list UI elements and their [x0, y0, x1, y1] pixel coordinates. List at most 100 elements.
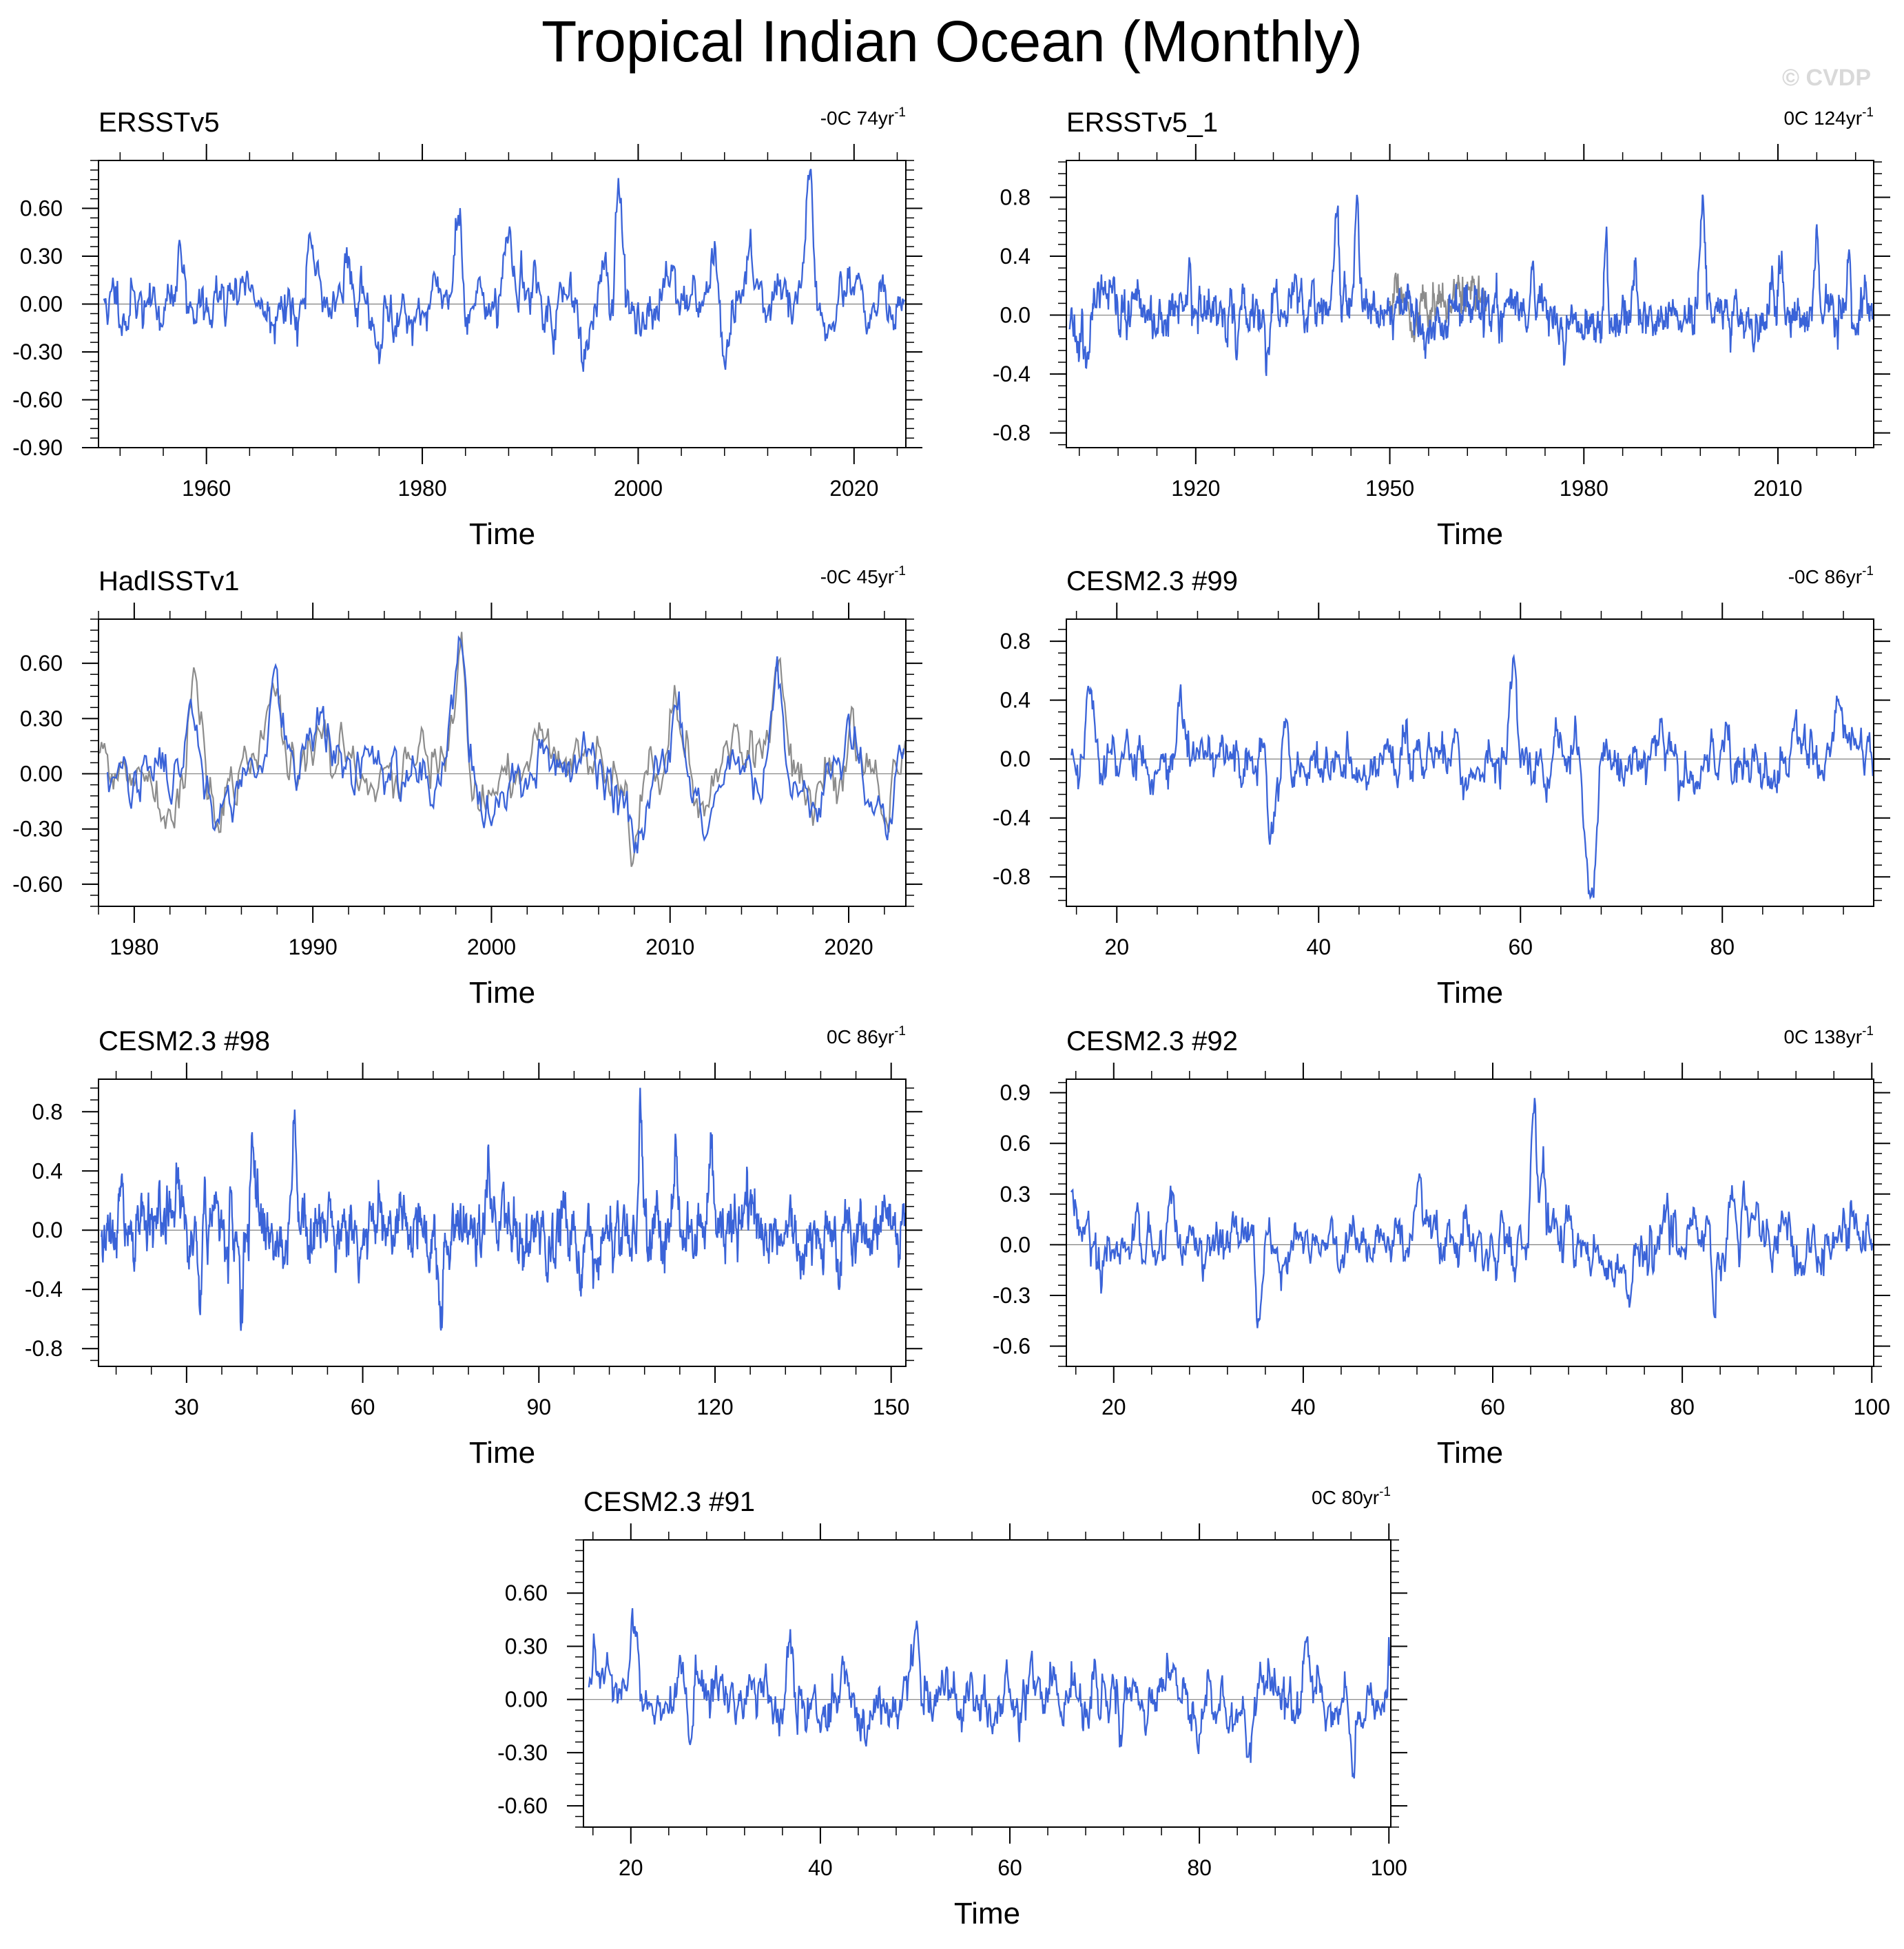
x-tick-label: 2000 — [614, 476, 663, 501]
figure-title: Tropical Indian Ocean (Monthly) — [541, 9, 1363, 74]
x-tick-label: 1990 — [289, 935, 338, 959]
x-tick-label: 100 — [1854, 1395, 1890, 1419]
panel-title: CESM2.3 #99 — [1066, 566, 1238, 596]
y-tick-label: 0.8 — [1000, 629, 1031, 654]
plot-frame — [98, 1078, 907, 1367]
y-tick-label: 0.0 — [1000, 303, 1031, 328]
panel-title: ERSSTv5 — [99, 107, 220, 138]
y-tick-label: 0.0 — [1000, 1232, 1031, 1257]
observed-series-line — [99, 632, 906, 867]
trend-label: 0C 80yr-1 — [1312, 1485, 1391, 1508]
y-tick-label: -0.6 — [993, 1334, 1031, 1359]
trend-label-superscript: -1 — [1379, 1485, 1391, 1499]
chart-panel: 1920 1950 1980 2010 -0.8 -0.4 0.0 0.4 0.8 ERSSTv5… — [993, 105, 1890, 551]
y-tick-label: 0.30 — [505, 1634, 548, 1658]
y-tick-label: 0.6 — [1000, 1131, 1031, 1156]
trend-label-superscript: -1 — [1862, 105, 1874, 120]
plot-frame — [1066, 1078, 1874, 1367]
plot-frame — [1066, 618, 1874, 907]
y-tick-label: -0.8 — [993, 421, 1031, 446]
y-tick-label: 0.0 — [32, 1218, 63, 1242]
x-tick-label: 80 — [1670, 1395, 1695, 1419]
chart-panel: 30 60 90 120 150 -0.8 -0.4 0.0 0.4 0.8 CESM2.3 #98… — [25, 1024, 922, 1470]
plot-frame — [98, 618, 907, 907]
y-tick-label: -0.4 — [25, 1277, 63, 1302]
x-tick-label: 20 — [619, 1855, 643, 1880]
y-tick-label: 0.60 — [505, 1581, 548, 1605]
y-tick-label: 0.8 — [32, 1099, 63, 1124]
panel-title: CESM2.3 #91 — [583, 1487, 755, 1517]
x-tick-label: 2000 — [467, 935, 516, 959]
y-tick-label: 0.4 — [1000, 244, 1031, 269]
y-tick-label: 0.9 — [1000, 1081, 1031, 1105]
plot-frame — [1066, 160, 1874, 448]
trend-label-superscript: -1 — [894, 105, 906, 120]
x-axis-label: Time — [469, 976, 535, 1010]
trend-label: -0C 45yr-1 — [820, 564, 906, 587]
y-tick-label: -0.30 — [12, 340, 63, 364]
x-axis-label: Time — [469, 517, 535, 551]
trend-label: -0C 86yr-1 — [1788, 564, 1874, 587]
series-line — [106, 635, 905, 854]
x-tick-label: 1980 — [110, 935, 158, 959]
x-axis-label: Time — [954, 1897, 1020, 1930]
x-tick-label: 1980 — [1560, 476, 1608, 501]
y-tick-label: 0.30 — [20, 244, 63, 269]
panel-title: CESM2.3 #98 — [99, 1026, 270, 1056]
panel-title: HadISSTv1 — [99, 566, 240, 596]
cvdp-watermark: © CVDP — [1782, 65, 1871, 91]
y-tick-label: 0.00 — [20, 762, 63, 786]
x-tick-label: 30 — [174, 1395, 199, 1419]
x-tick-label: 40 — [1291, 1395, 1316, 1419]
chart-panel: 1960 1980 2000 2020 -0.90 -0.60 -0.30 0.00 0.30 0… — [12, 105, 922, 551]
trend-label: 0C 86yr-1 — [827, 1024, 906, 1048]
y-tick-label: -0.4 — [993, 362, 1031, 386]
trend-label: -0C 74yr-1 — [820, 105, 906, 129]
x-axis-label: Time — [1437, 976, 1503, 1010]
series-line — [1070, 1098, 1874, 1328]
y-tick-label: -0.8 — [993, 864, 1031, 889]
x-tick-label: 40 — [808, 1855, 833, 1880]
chart-panel: 1980 1990 2000 2010 2020 -0.60 -0.30 0.00 0.30 0.… — [12, 564, 922, 1010]
x-tick-label: 20 — [1104, 935, 1129, 959]
trend-label: 0C 124yr-1 — [1783, 105, 1874, 129]
y-tick-label: 0.00 — [505, 1687, 548, 1712]
x-tick-label: 1920 — [1171, 476, 1220, 501]
x-axis-label: Time — [469, 1436, 535, 1470]
trend-label-superscript: -1 — [1862, 1024, 1874, 1039]
x-tick-label: 100 — [1371, 1855, 1407, 1880]
x-tick-label: 60 — [997, 1855, 1022, 1880]
x-tick-label: 40 — [1306, 935, 1331, 959]
x-tick-label: 80 — [1187, 1855, 1212, 1880]
y-tick-label: -0.3 — [993, 1283, 1031, 1308]
x-tick-label: 90 — [526, 1395, 551, 1419]
x-tick-label: 60 — [1480, 1395, 1505, 1419]
y-tick-label: -0.4 — [993, 806, 1031, 831]
x-tick-label: 1960 — [182, 476, 231, 501]
y-tick-label: -0.60 — [12, 872, 63, 897]
y-tick-label: 0.0 — [1000, 747, 1031, 771]
series-line — [101, 1087, 906, 1331]
y-tick-label: 0.4 — [32, 1158, 63, 1183]
series-line — [1068, 194, 1874, 376]
trend-label: 0C 138yr-1 — [1783, 1024, 1874, 1048]
y-tick-label: 0.60 — [20, 651, 63, 676]
chart-panel: 20 40 60 80 -0.8 -0.4 0.0 0.4 0.8 CESM2.3 #99 -0C … — [993, 564, 1890, 1010]
x-tick-label: 20 — [1101, 1395, 1126, 1419]
chart-panel: 20 40 60 80 100 -0.6 -0.3 0.0 0.3 0.6 0.9 CESM2.3 #… — [993, 1024, 1890, 1470]
x-tick-label: 2010 — [645, 935, 694, 959]
x-tick-label: 1950 — [1365, 476, 1414, 501]
x-tick-label: 120 — [696, 1395, 733, 1419]
x-tick-label: 60 — [1508, 935, 1533, 959]
trend-label-superscript: -1 — [894, 564, 906, 579]
x-tick-label: 2020 — [829, 476, 878, 501]
panel-title: ERSSTv5_1 — [1066, 107, 1218, 138]
y-tick-label: -0.90 — [12, 435, 63, 460]
x-tick-label: 150 — [873, 1395, 909, 1419]
y-tick-label: -0.8 — [25, 1336, 63, 1361]
series-line — [588, 1608, 1391, 1779]
x-axis-label: Time — [1437, 517, 1503, 551]
series-line — [103, 169, 905, 372]
trend-label-superscript: -1 — [894, 1024, 906, 1039]
